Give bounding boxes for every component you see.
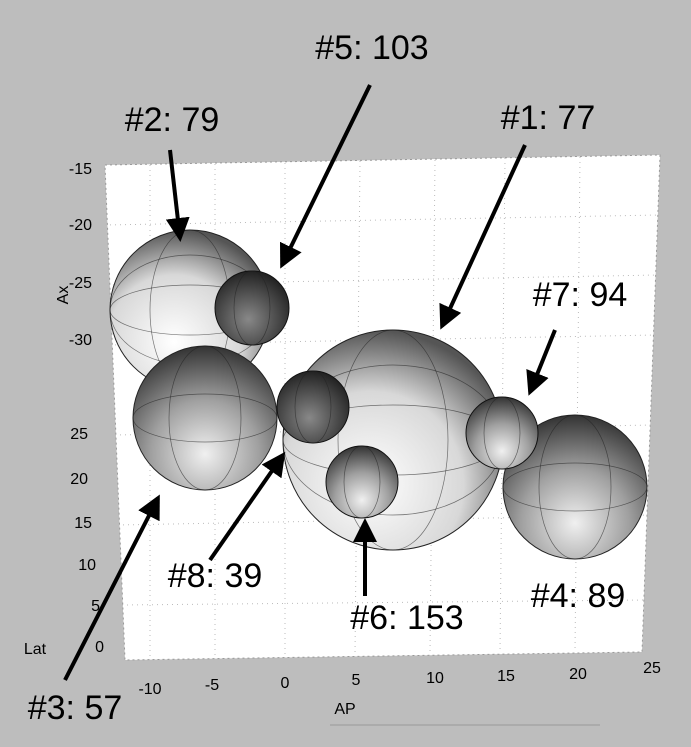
tick-label: -20: [69, 217, 92, 234]
tick-label: -15: [69, 161, 92, 178]
tick-label: 5: [91, 598, 100, 615]
label: #2: 79: [125, 101, 220, 139]
ticks: -15 -20 -25 -30 25 20 15 10 5 0 -10 -5 0 5 10 15 20 25: [69, 161, 661, 698]
label: #3: 57: [28, 689, 123, 727]
tick-label: 15: [74, 515, 92, 532]
label: #7: 94: [533, 276, 628, 314]
tick-label: 5: [352, 672, 361, 689]
label: #4: 89: [531, 577, 626, 615]
tick-label: 10: [78, 557, 96, 574]
tick-label: -10: [138, 681, 161, 698]
tick-label: 25: [70, 426, 88, 443]
tick-label: 15: [497, 668, 515, 685]
tick-label: 20: [569, 666, 587, 683]
axis-title: Lat: [24, 641, 47, 658]
sphere: [276, 370, 350, 444]
tick-label: 20: [70, 471, 88, 488]
tick-label: 25: [643, 660, 661, 677]
tick-label: 0: [281, 675, 290, 692]
spheres: [109, 229, 648, 560]
axis-title: Ax: [55, 286, 72, 305]
sphere: [325, 445, 399, 519]
sphere: [132, 345, 278, 491]
tick-label: 10: [426, 670, 444, 687]
sphere: [502, 414, 648, 560]
tick-label: -25: [69, 275, 92, 292]
label: #8: 39: [168, 557, 263, 595]
sphere: [214, 270, 290, 346]
label: #5: 103: [315, 29, 428, 67]
arrows: [63, 84, 557, 681]
tick-label: -30: [69, 332, 92, 349]
label: #1: 77: [501, 99, 596, 137]
tick-label: -5: [205, 677, 219, 694]
label: #6: 153: [350, 599, 463, 637]
tick-label: 0: [95, 639, 104, 656]
axis-title: AP: [334, 701, 355, 718]
sphere: [465, 396, 539, 470]
